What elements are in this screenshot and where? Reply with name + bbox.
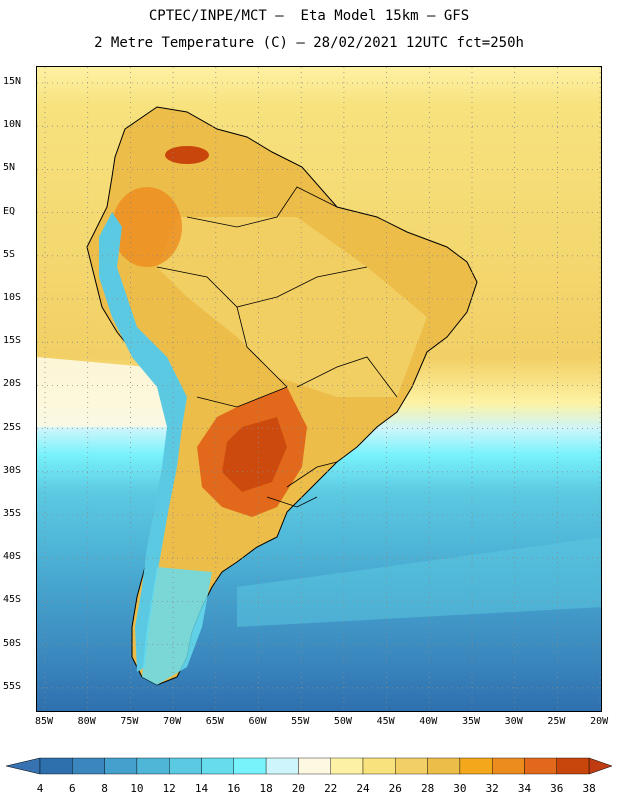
lon-label-30w: 30W: [504, 716, 523, 727]
lon-label-70w: 70W: [163, 716, 182, 727]
colorbar-tick-label: 4: [36, 782, 44, 795]
hot-core-inner: [222, 417, 287, 492]
lat-label-15s: 15S: [3, 335, 22, 347]
lon-label-65w: 65W: [205, 716, 224, 727]
lon-label-40w: 40W: [419, 716, 438, 727]
lat-label-5s: 5S: [3, 248, 16, 260]
colorbar-tick-label: 18: [259, 782, 273, 795]
colorbar-segment: [298, 757, 331, 775]
colorbar-segment: [492, 757, 525, 775]
colorbar-tick-label: 6: [68, 782, 76, 795]
colorbar-segment: [201, 757, 234, 775]
patagonia-cool-area: [142, 567, 212, 685]
lat-label-40s: 40S: [3, 551, 22, 563]
colorbar-segment: [395, 757, 428, 775]
colombia-warm-area: [112, 187, 182, 267]
colorbar-segment: [168, 757, 202, 775]
colorbar-segment: [459, 757, 493, 775]
lat-label-45s: 45S: [3, 594, 22, 606]
lat-label-eq: EQ: [3, 205, 16, 217]
colorbar-tick-label: 8: [101, 782, 108, 795]
lon-label-75w: 75W: [120, 716, 139, 727]
cold-southern-band: [237, 537, 601, 627]
amazon-region: [157, 217, 427, 397]
colorbar-segment: [556, 757, 590, 775]
lat-label-15n: 15N: [3, 76, 22, 87]
lon-label-25w: 25W: [547, 716, 566, 727]
colorbar-segment: [265, 757, 299, 775]
colorbar-segment: [136, 757, 170, 775]
colorbar-tick-label: 14: [194, 782, 209, 795]
colorbar-tick-label: 28: [420, 782, 435, 795]
lon-label-80w: 80W: [77, 716, 96, 727]
cool-current-band: [37, 357, 177, 427]
colorbar-tick-label: 22: [324, 782, 338, 795]
map-panel: [36, 66, 602, 712]
colorbar-high-arrow: [588, 757, 613, 775]
chart-title-line1: CPTEC/INPE/MCT – Eta Model 15km – GFS: [148, 8, 470, 24]
colorbar-tick-label: 38: [582, 782, 596, 795]
lon-label-45w: 45W: [376, 716, 395, 727]
lon-label-60w: 60W: [248, 716, 267, 727]
lat-label-10n: 10N: [3, 119, 22, 131]
colorbar-tick-label: 24: [356, 782, 370, 795]
lat-label-20s: 20S: [3, 378, 22, 390]
lon-label-55w: 55W: [291, 716, 310, 727]
colorbar-segment: [524, 757, 557, 775]
lat-label-50s: 50S: [3, 637, 22, 649]
lat-label-35s: 35S: [3, 508, 22, 519]
country-borders: [156, 186, 398, 508]
lat-label-10s: 10S: [3, 292, 22, 303]
colorbar-segment: [72, 757, 105, 775]
colorbar-segment: [233, 757, 267, 775]
colorbar-tick-label: 16: [227, 782, 241, 795]
colorbar-low-arrow: [5, 757, 41, 775]
temperature-map: [37, 67, 601, 711]
colorbar-segment: [362, 757, 396, 775]
lat-label-5n: 5N: [3, 162, 16, 174]
colorbar-tick-label: 12: [162, 782, 176, 795]
lat-label-25s: 25S: [3, 421, 22, 433]
chart-title-line2: 2 Metre Temperature (C) – 28/02/2021 12U…: [94, 35, 524, 51]
colorbar-tick-label: 34: [517, 782, 532, 795]
colorbar-segment: [330, 757, 364, 775]
colorbar-segment: [104, 757, 138, 775]
lon-label-20w: 20W: [590, 716, 609, 727]
andes-cold-strip: [99, 212, 187, 672]
colorbar-tick-label: 10: [130, 782, 144, 795]
colorbar-segment: [427, 757, 461, 775]
colorbar-tick-label: 26: [388, 782, 402, 795]
colorbar-tick-label: 20: [291, 782, 306, 795]
lat-label-55s: 55S: [3, 680, 22, 692]
colorbar-tick-label: 30: [453, 782, 467, 795]
colorbar-segment: [39, 757, 73, 775]
lon-label-85w: 85W: [34, 716, 54, 727]
lat-label-30s: 30S: [3, 464, 22, 476]
colorbar-tick-label: 36: [550, 782, 564, 795]
lon-label-35w: 35W: [461, 716, 481, 727]
venezuela-hot-spot: [165, 146, 209, 164]
colorbar: [5, 757, 613, 775]
colorbar-tick-label: 32: [485, 782, 499, 795]
lon-label-50w: 50W: [333, 716, 352, 727]
